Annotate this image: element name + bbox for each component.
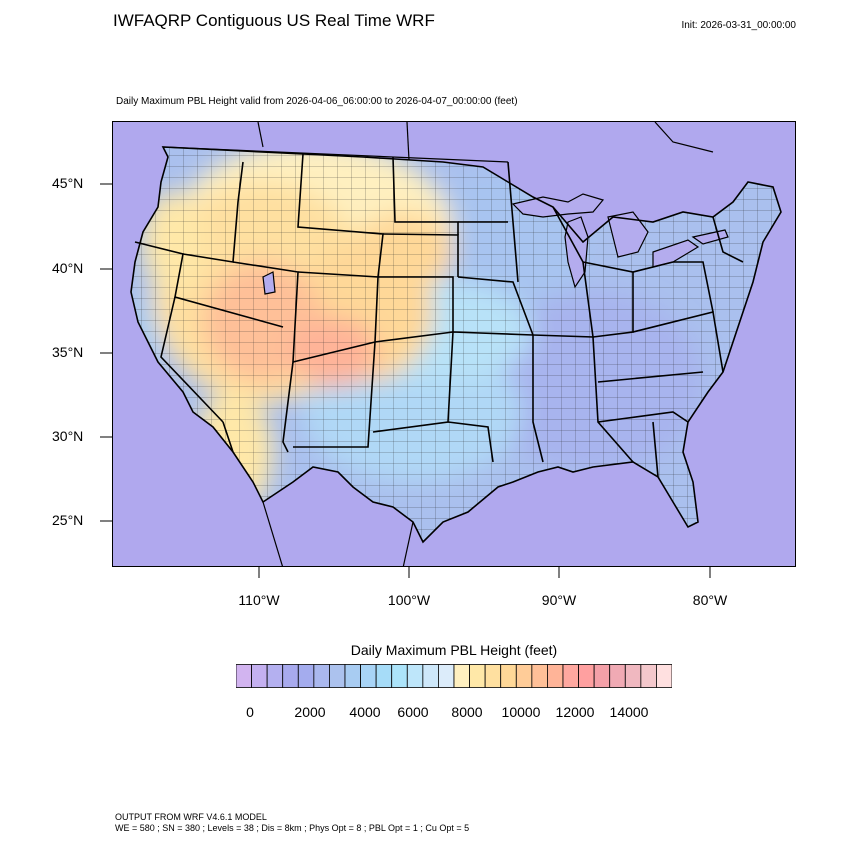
- colorbar-box-4: [297, 664, 315, 688]
- init-time-label: Init: 2026-03-31_00:00:00: [681, 20, 796, 31]
- lat-label-45n: 45°N: [52, 175, 84, 191]
- colorbar-label-8000: 8000: [451, 704, 483, 720]
- colorbar-label-10000: 10000: [501, 704, 541, 720]
- colorbar-box-23: [593, 664, 611, 688]
- pbl-height-map: [113, 122, 795, 566]
- colorbar-box-22: [578, 664, 595, 688]
- colorbar-box-5: [313, 664, 330, 688]
- colorbar-box-2: [266, 664, 284, 688]
- colorbar-box-18: [515, 664, 533, 688]
- colorbar-box-21: [562, 664, 579, 688]
- colorbar-label-14000: 14000: [609, 704, 649, 720]
- state-boundaries: [130, 146, 782, 544]
- colorbar-box-25: [624, 664, 642, 688]
- colorbar-label-6000: 6000: [397, 704, 429, 720]
- footer-line-1: OUTPUT FROM WRF V4.6.1 MODEL: [115, 812, 267, 822]
- colorbar-box-12: [422, 664, 439, 688]
- colorbar-box-0: [236, 664, 252, 688]
- lat-label-25n: 25°N: [52, 512, 84, 528]
- lon-ticks: [258, 566, 711, 578]
- colorbar: [236, 664, 672, 688]
- colorbar-box-27: [656, 664, 672, 688]
- lon-label-110w: 110°W: [238, 592, 280, 608]
- colorbar-box-15: [469, 664, 486, 688]
- lon-label-90w: 90°W: [541, 592, 577, 608]
- lat-label-30n: 30°N: [52, 428, 84, 444]
- colorbar-box-16: [484, 664, 502, 688]
- colorbar-box-1: [251, 664, 268, 688]
- colorbar-box-20: [547, 664, 564, 688]
- colorbar-box-9: [375, 664, 393, 688]
- colorbar-box-14: [453, 664, 470, 688]
- colorbar-box-7: [344, 664, 361, 688]
- lon-label-80w: 80°W: [692, 592, 728, 608]
- plot-subtitle: Daily Maximum PBL Height valid from 2026…: [116, 96, 518, 107]
- lat-label-40n: 40°N: [52, 260, 84, 276]
- colorbar-box-19: [531, 664, 548, 688]
- colorbar-box-26: [640, 664, 657, 688]
- lon-label-100w: 100°W: [387, 592, 431, 608]
- colorbar-box-6: [329, 664, 346, 688]
- colorbar-box-11: [406, 664, 424, 688]
- colorbar-label-12000: 12000: [555, 704, 595, 720]
- colorbar-box-8: [360, 664, 377, 688]
- great-lakes: [262, 193, 729, 295]
- colorbar-title: Daily Maximum PBL Height (feet): [350, 642, 558, 658]
- colorbar-label-0: 0: [246, 704, 254, 720]
- footer-line-2: WE = 580 ; SN = 380 ; Levels = 38 ; Dis …: [115, 823, 470, 833]
- colorbar-label-2000: 2000: [294, 704, 326, 720]
- model-info-footer: OUTPUT FROM WRF V4.6.1 MODEL WE = 580 ; …: [115, 812, 469, 834]
- lat-label-35n: 35°N: [52, 344, 84, 360]
- main-title: IWFAQRP Contiguous US Real Time WRF: [113, 11, 435, 30]
- international-borders: [162, 122, 714, 566]
- map-panel: [112, 121, 796, 567]
- lat-ticks: [100, 183, 112, 522]
- colorbar-box-24: [609, 664, 626, 688]
- colorbar-box-13: [438, 664, 455, 688]
- colorbar-box-17: [500, 664, 517, 688]
- colorbar-box-10: [391, 664, 408, 688]
- colorbar-label-4000: 4000: [349, 704, 381, 720]
- colorbar-box-3: [282, 664, 299, 688]
